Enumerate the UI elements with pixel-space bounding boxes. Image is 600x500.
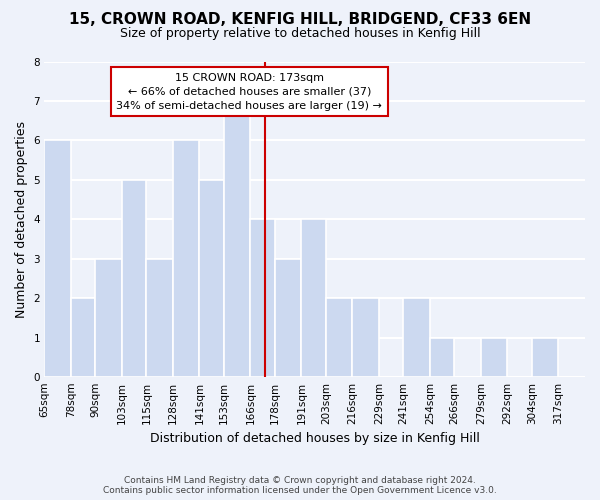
Bar — [326, 298, 352, 378]
Bar — [481, 338, 508, 378]
Bar — [301, 220, 326, 378]
Bar — [199, 180, 224, 378]
Text: 15 CROWN ROAD: 173sqm
← 66% of detached houses are smaller (37)
34% of semi-deta: 15 CROWN ROAD: 173sqm ← 66% of detached … — [116, 72, 382, 110]
X-axis label: Distribution of detached houses by size in Kenfig Hill: Distribution of detached houses by size … — [150, 432, 479, 445]
Bar — [275, 259, 301, 378]
Bar — [71, 298, 95, 378]
Bar — [532, 338, 559, 378]
Bar — [250, 220, 275, 378]
Bar — [173, 140, 199, 378]
Bar — [122, 180, 146, 378]
Text: Contains HM Land Registry data © Crown copyright and database right 2024.
Contai: Contains HM Land Registry data © Crown c… — [103, 476, 497, 495]
Text: Size of property relative to detached houses in Kenfig Hill: Size of property relative to detached ho… — [119, 28, 481, 40]
Bar — [95, 259, 122, 378]
Bar — [146, 259, 173, 378]
Bar — [44, 140, 71, 378]
Text: 15, CROWN ROAD, KENFIG HILL, BRIDGEND, CF33 6EN: 15, CROWN ROAD, KENFIG HILL, BRIDGEND, C… — [69, 12, 531, 28]
Bar — [430, 338, 454, 378]
Bar — [403, 298, 430, 378]
Bar — [352, 298, 379, 378]
Y-axis label: Number of detached properties: Number of detached properties — [15, 121, 28, 318]
Bar — [224, 101, 250, 377]
